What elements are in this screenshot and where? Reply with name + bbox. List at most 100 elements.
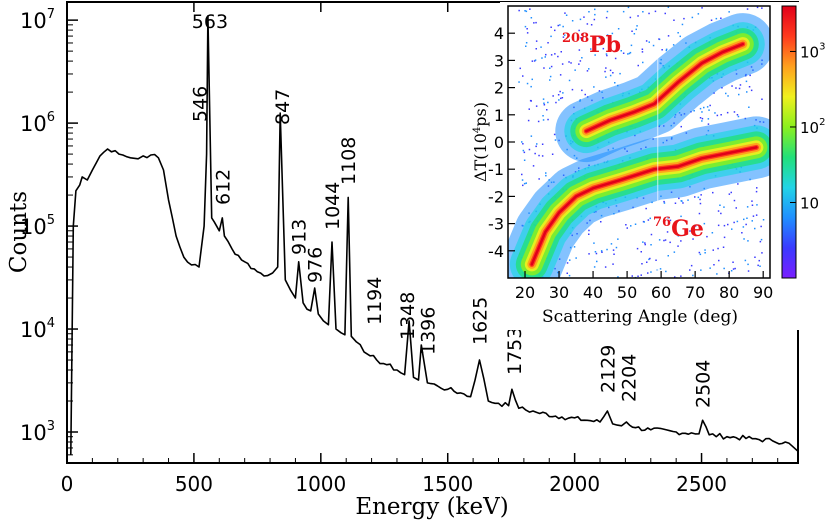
- heatmap-scatter-dot: [641, 51, 644, 53]
- heatmap-scatter-dot: [727, 95, 729, 97]
- heatmap-scatter-dot: [593, 242, 595, 244]
- heatmap-scatter-dot: [521, 179, 524, 181]
- heatmap-scatter-dot: [530, 135, 533, 137]
- heatmap-scatter-dot: [564, 12, 566, 14]
- heatmap-scatter-dot: [643, 221, 645, 223]
- inset-x-tick-label: 70: [685, 283, 705, 302]
- heatmap-scatter-dot: [707, 118, 710, 120]
- heatmap-scatter-dot: [552, 95, 554, 97]
- heatmap-scatter-dot: [700, 194, 702, 196]
- heatmap-scatter-dot: [525, 182, 527, 184]
- heatmap-scatter-dot: [561, 97, 564, 99]
- heatmap-scatter-dot: [609, 74, 612, 77]
- main-x-tick-label: 2000: [549, 472, 600, 496]
- heatmap-scatter-dot: [578, 29, 580, 32]
- heatmap-scatter-dot: [739, 84, 742, 86]
- main-y-axis-label: Counts: [6, 191, 32, 273]
- heatmap-scatter-dot: [535, 21, 537, 24]
- heatmap-scatter-dot: [693, 110, 695, 112]
- heatmap-scatter-dot: [518, 81, 520, 83]
- heatmap-scatter-dot: [526, 32, 529, 34]
- heatmap-scatter-dot: [636, 247, 639, 250]
- heatmap-scatter-dot: [557, 55, 559, 58]
- heatmap-scatter-dot: [590, 48, 592, 50]
- heatmap-scatter-dot: [545, 172, 547, 174]
- inset-x-axis-label: Scattering Angle (deg): [542, 307, 738, 327]
- heatmap-scatter-dot: [563, 34, 566, 36]
- heatmap-scatter-dot: [704, 252, 706, 254]
- inset-plot-frame: [507, 5, 771, 279]
- heatmap-scatter-dot: [737, 183, 739, 185]
- heatmap-scatter-dot: [598, 90, 601, 92]
- heatmap-scatter-dot: [537, 120, 540, 123]
- heatmap-scatter-dot: [718, 259, 720, 262]
- heatmap-scatter-dot: [637, 275, 639, 277]
- heatmap-scatter-dot: [690, 264, 693, 267]
- heatmap-scatter-dot: [594, 251, 597, 253]
- heatmap-scatter-dot: [697, 13, 700, 15]
- heatmap-scatter-dot: [650, 271, 652, 273]
- heatmap-scatter-dot: [726, 111, 729, 114]
- heatmap-scatter-dot: [561, 63, 564, 65]
- heatmap-scatter-dot: [658, 38, 660, 40]
- heatmap-scatter-dot: [746, 206, 749, 208]
- heatmap-scatter-dot: [700, 269, 702, 271]
- heatmap-scatter-dot: [522, 184, 524, 187]
- heatmap-scatter-dot: [677, 32, 679, 34]
- heatmap-scatter-dot: [728, 193, 731, 195]
- heatmap-scatter-dot: [630, 225, 632, 227]
- heatmap-scatter-dot: [578, 63, 580, 65]
- inset-y-label-delta: ΔT: [471, 159, 490, 182]
- heatmap-scatter-dot: [547, 42, 549, 44]
- main-y-tick-label: 104: [20, 316, 55, 342]
- heatmap-scatter-dot: [669, 241, 671, 244]
- heatmap-scatter-dot: [650, 244, 652, 246]
- heatmap-scatter-dot: [667, 35, 670, 37]
- heatmap-scatter-dot: [692, 238, 694, 240]
- heatmap-scatter-dot: [713, 264, 715, 266]
- heatmap-scatter-dot: [613, 253, 615, 255]
- heatmap-scatter-dot: [748, 106, 750, 108]
- heatmap-scatter-dot: [617, 276, 619, 278]
- heatmap-scatter-dot: [524, 25, 527, 28]
- heatmap-scatter-dot: [698, 212, 701, 215]
- inset-x-tick-label: 20: [515, 283, 535, 302]
- heatmap-scatter-dot: [708, 109, 710, 111]
- colorbar-tick-label: 103: [800, 41, 825, 61]
- heatmap-scatter-dot: [747, 270, 750, 272]
- heatmap-scatter-dot: [701, 117, 704, 120]
- heatmap-scatter-dot: [559, 90, 561, 93]
- heatmap-scatter-dot: [525, 45, 527, 47]
- heatmap-scatter-dot: [549, 79, 551, 81]
- heatmap-scatter-dot: [581, 33, 583, 36]
- heatmap-scatter-dot: [529, 8, 531, 10]
- heatmap-scatter-dot: [619, 72, 621, 75]
- heatmap-scatter-dot: [523, 151, 526, 154]
- heatmap-scatter-dot: [689, 269, 691, 271]
- heatmap-scatter-dot: [590, 24, 593, 26]
- heatmap-scatter-dot: [698, 251, 701, 254]
- heatmap-scatter-dot: [595, 252, 598, 255]
- heatmap-scatter-dot: [533, 22, 535, 24]
- heatmap-scatter-dot: [692, 274, 694, 277]
- heatmap-scatter-dot: [674, 276, 676, 278]
- heatmap-scatter-dot: [689, 230, 691, 232]
- heatmap-scatter-dot: [527, 119, 530, 122]
- heatmap-scatter-dot: [525, 10, 528, 13]
- heatmap-scatter-dot: [573, 246, 576, 248]
- heatmap-scatter-dot: [666, 231, 669, 233]
- heatmap-scatter-dot: [667, 6, 670, 8]
- heatmap-scatter-dot: [733, 199, 736, 202]
- heatmap-scatter-dot: [760, 238, 763, 241]
- heatmap-scatter-dot: [612, 249, 615, 251]
- heatmap-scatter-dot: [735, 87, 737, 89]
- heatmap-scatter-dot: [547, 101, 549, 104]
- heatmap-scatter-dot: [709, 104, 711, 107]
- heatmap-scatter-dot: [761, 7, 763, 9]
- heatmap-scatter-dot: [745, 223, 747, 226]
- heatmap-scatter-dot: [542, 119, 545, 121]
- heatmap-scatter-dot: [749, 74, 751, 77]
- heatmap-scatter-dot: [712, 249, 714, 251]
- heatmap-scatter-dot: [625, 224, 627, 226]
- heatmap-scatter-dot: [701, 7, 703, 9]
